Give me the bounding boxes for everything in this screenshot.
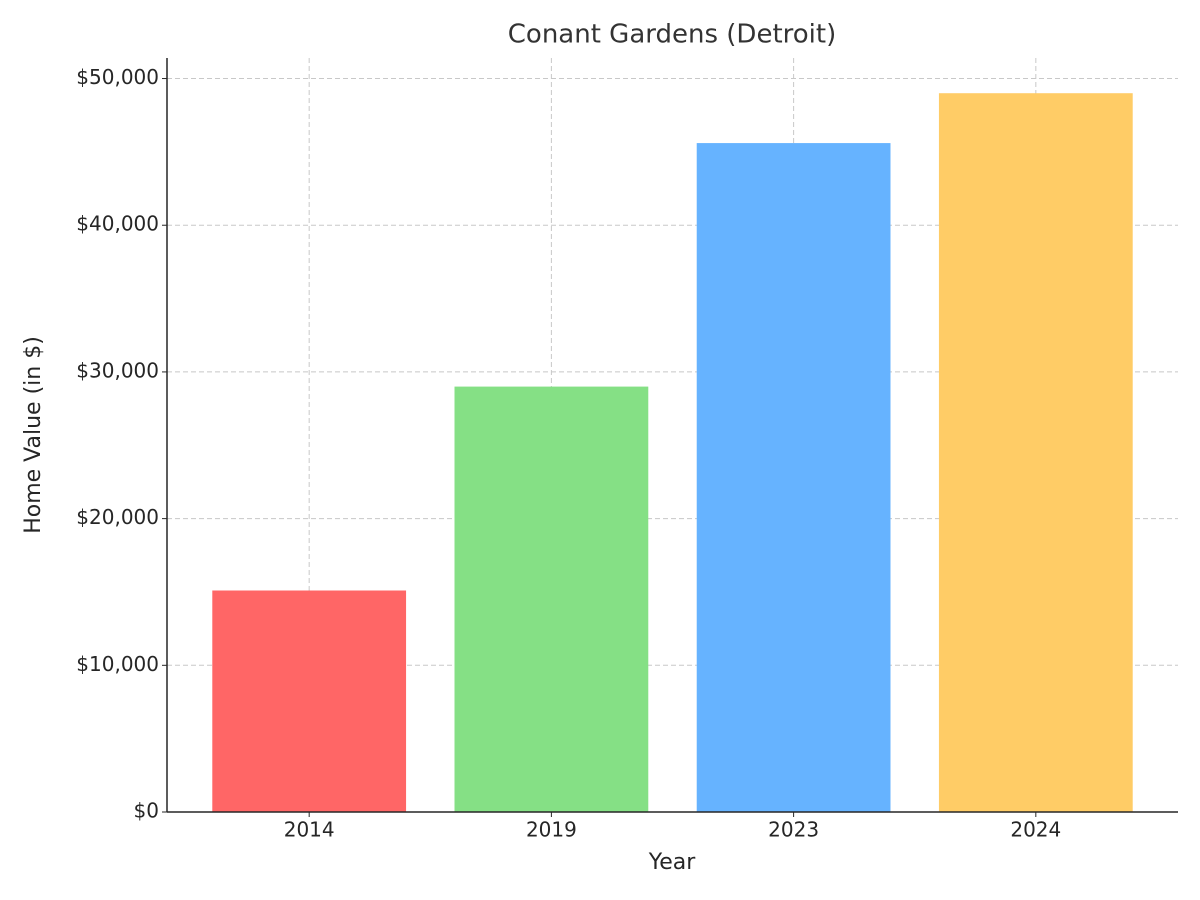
y-tick-label: $40,000: [76, 212, 159, 236]
y-tick-label: $10,000: [76, 652, 159, 676]
bar: [212, 590, 407, 812]
bar: [696, 143, 891, 812]
y-tick-label: $50,000: [76, 65, 159, 89]
x-axis-label: Year: [648, 850, 697, 875]
y-axis-label: Home Value (in $): [21, 336, 46, 534]
y-tick-label: $30,000: [76, 358, 159, 382]
y-tick-label: $20,000: [76, 505, 159, 529]
bar: [938, 93, 1133, 812]
y-tick-label: $0: [134, 799, 159, 823]
x-tick-label: 2024: [1010, 818, 1061, 842]
chart-title: Conant Gardens (Detroit): [508, 20, 836, 50]
x-tick-label: 2023: [768, 818, 819, 842]
x-tick-label: 2014: [284, 818, 335, 842]
bar: [454, 386, 649, 812]
x-tick-label: 2019: [526, 818, 577, 842]
